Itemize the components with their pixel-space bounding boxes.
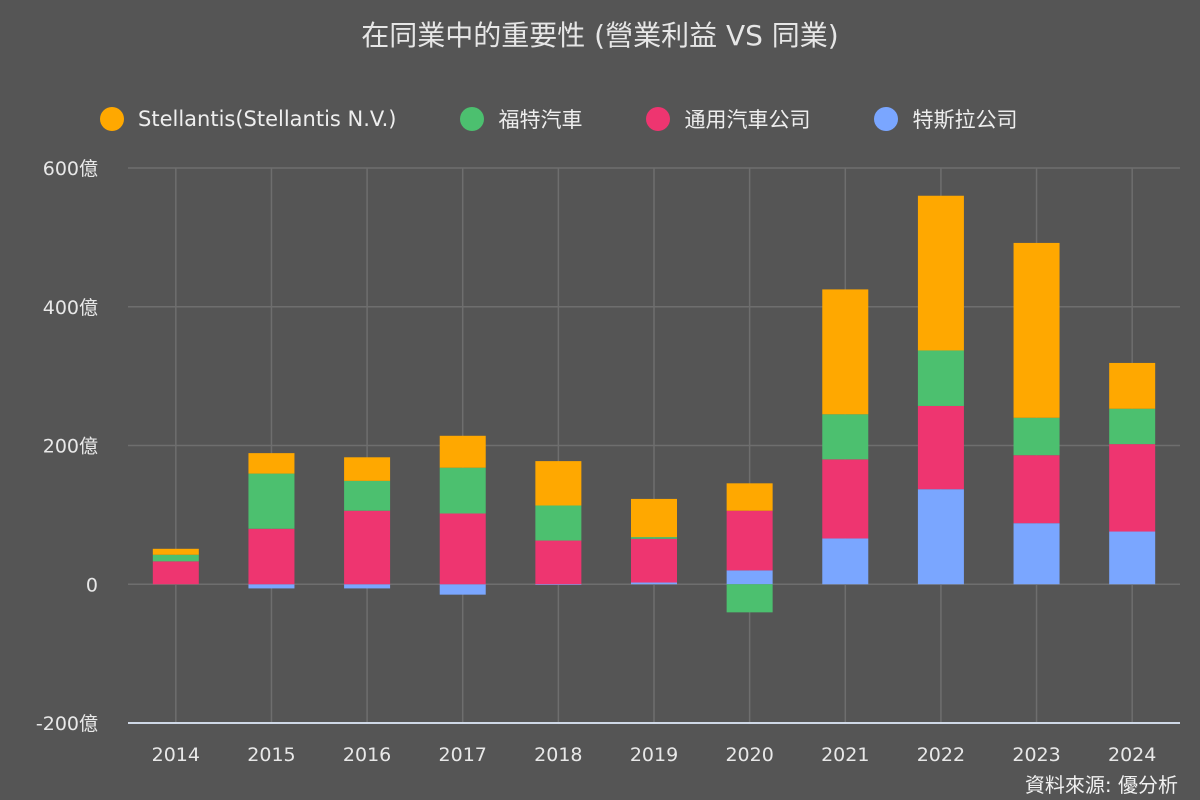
bar-segment[interactable] bbox=[344, 584, 391, 589]
bar-segment[interactable] bbox=[822, 289, 869, 415]
bar-segment[interactable] bbox=[631, 538, 677, 583]
bar-segment[interactable] bbox=[917, 350, 964, 406]
bar-segment[interactable] bbox=[344, 510, 391, 585]
bar-segment[interactable] bbox=[1013, 417, 1060, 456]
bar-segment[interactable] bbox=[152, 561, 199, 585]
legend-item-stellantis[interactable]: Stellantis(Stellantis N.V.) bbox=[100, 107, 396, 131]
legend-dot-stellantis-icon bbox=[100, 107, 124, 131]
legend-dot-tesla-icon bbox=[874, 107, 899, 131]
legend-dot-ford-icon bbox=[460, 107, 485, 131]
bar-segment[interactable] bbox=[152, 554, 199, 562]
bar-segment[interactable] bbox=[726, 483, 773, 511]
x-tick-label: 2016 bbox=[343, 744, 391, 766]
x-tick-label: 2022 bbox=[917, 744, 965, 766]
bar-segment[interactable] bbox=[726, 584, 773, 613]
bar-segment[interactable] bbox=[1013, 523, 1060, 585]
bar-segment[interactable] bbox=[248, 473, 295, 529]
bar-segment[interactable] bbox=[535, 540, 582, 585]
bar-segment[interactable] bbox=[152, 548, 199, 555]
y-tick-label: -200億 bbox=[36, 713, 98, 735]
bar-segment[interactable] bbox=[535, 461, 582, 506]
bar-segment[interactable] bbox=[1013, 455, 1060, 524]
x-tick-label: 2023 bbox=[1012, 744, 1060, 766]
legend-label: 福特汽車 bbox=[498, 108, 583, 132]
bar-segment[interactable] bbox=[1013, 242, 1060, 418]
bar-segment[interactable] bbox=[822, 459, 869, 539]
y-tick-label: 600億 bbox=[43, 158, 98, 180]
bar-segment[interactable] bbox=[1109, 444, 1156, 532]
bar-segment[interactable] bbox=[726, 570, 773, 585]
x-tick-label: 2021 bbox=[821, 744, 869, 766]
y-tick-label: 400億 bbox=[43, 297, 98, 319]
bar-segment[interactable] bbox=[822, 538, 869, 585]
axes: -200億 0 200億 400億 600億 2014 2015 2016 2017 2018 20… bbox=[36, 158, 1180, 766]
bar-segment[interactable] bbox=[1109, 408, 1156, 445]
x-tick-label: 2024 bbox=[1108, 744, 1156, 766]
bar-segment[interactable] bbox=[631, 582, 677, 585]
legend-label: 通用汽車公司 bbox=[684, 108, 811, 132]
bar-marks bbox=[152, 195, 1156, 613]
x-tick-label: 2014 bbox=[152, 744, 200, 766]
legend-item-tesla[interactable]: 特斯拉公司 bbox=[874, 104, 1017, 134]
bar-segment[interactable] bbox=[535, 584, 582, 585]
bar-segment[interactable] bbox=[822, 414, 869, 460]
legend-label: Stellantis(Stellantis N.V.) bbox=[138, 107, 397, 131]
legend-label: 特斯拉公司 bbox=[912, 108, 1018, 132]
x-tick-label: 2017 bbox=[439, 744, 487, 766]
legend-item-gm[interactable]: 通用汽車公司 bbox=[646, 104, 810, 134]
legend: Stellantis(Stellantis N.V.) 福特汽車 通用汽車公司 … bbox=[100, 104, 1081, 134]
bar-segment[interactable] bbox=[439, 435, 486, 468]
bar-segment[interactable] bbox=[917, 489, 964, 585]
bar-segment[interactable] bbox=[917, 405, 964, 490]
legend-dot-gm-icon bbox=[646, 107, 671, 131]
bar-segment[interactable] bbox=[439, 467, 486, 514]
x-tick-label: 2018 bbox=[534, 744, 582, 766]
legend-item-ford[interactable]: 福特汽車 bbox=[460, 104, 582, 134]
bar-segment[interactable] bbox=[248, 584, 295, 589]
bar-segment[interactable] bbox=[248, 453, 295, 474]
x-tick-label: 2020 bbox=[725, 744, 773, 766]
bar-segment[interactable] bbox=[631, 537, 677, 539]
bar-segment[interactable] bbox=[344, 457, 391, 481]
bar-segment[interactable] bbox=[726, 510, 773, 571]
bar-segment[interactable] bbox=[535, 505, 582, 541]
grid-lines bbox=[128, 167, 1180, 723]
bar-segment[interactable] bbox=[631, 498, 677, 538]
bar-segment[interactable] bbox=[344, 480, 391, 511]
bar-segment[interactable] bbox=[1109, 362, 1156, 409]
source-note: 資料來源: 優分析 bbox=[1024, 773, 1178, 797]
bar-segment[interactable] bbox=[1109, 531, 1156, 585]
y-tick-label: 200億 bbox=[43, 436, 98, 458]
bar-segment[interactable] bbox=[248, 528, 295, 585]
bar-segment[interactable] bbox=[439, 513, 486, 585]
x-tick-label: 2019 bbox=[630, 744, 678, 766]
x-tick-label: 2015 bbox=[247, 744, 295, 766]
bar-segment[interactable] bbox=[917, 195, 964, 351]
bar-segment[interactable] bbox=[439, 584, 486, 595]
y-tick-label: 0 bbox=[86, 574, 98, 596]
chart-title: 在同業中的重要性 (營業利益 VS 同業) bbox=[361, 19, 839, 52]
